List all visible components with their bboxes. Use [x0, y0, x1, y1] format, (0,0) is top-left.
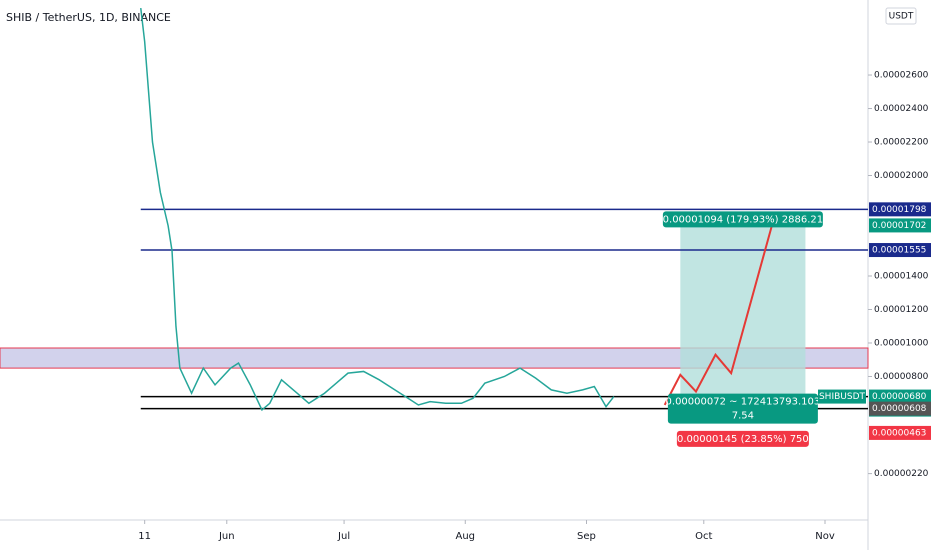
y-tick-label: 0.00002000	[874, 171, 929, 181]
entry-label: 0.00000072 ~ 172413793.103	[666, 397, 821, 408]
x-tick-label: Sep	[577, 531, 596, 542]
chart-title: SHIB / TetherUS, 1D, BINANCE	[6, 11, 171, 24]
y-tick-label: 0.00002200	[874, 138, 929, 148]
price-tag-label: 0.00001798	[872, 205, 927, 215]
price-tag	[869, 401, 931, 416]
price-tag	[869, 243, 931, 258]
price-line	[140, 7, 615, 412]
symbol-tag-label: SHIBUSDT	[819, 392, 866, 402]
price-tag-label: 0.00000463	[872, 428, 926, 438]
entry-label-box	[667, 393, 818, 424]
y-tick-label: 0.00001000	[874, 338, 929, 348]
entry-label: 7.54	[732, 411, 754, 422]
y-tick-label: 0.00001400	[874, 271, 929, 281]
symbol-tag	[818, 389, 866, 404]
x-tick-label: Jul	[337, 531, 350, 542]
currency-button[interactable]	[885, 7, 917, 25]
currency-button-label[interactable]: USDT	[889, 12, 914, 22]
profit-zone	[680, 213, 806, 397]
price-tag	[869, 218, 931, 233]
target-label: 0.00001094 (179.93%) 2886.21	[663, 214, 823, 225]
x-tick-label: Jun	[218, 531, 235, 542]
x-tick-label: 11	[138, 531, 151, 542]
price-tag-label: 0.00001702	[872, 221, 926, 231]
stop-label-box	[676, 430, 809, 447]
y-tick-label: 0.00000800	[874, 372, 929, 382]
y-tick-label: 0.00001200	[874, 305, 929, 315]
y-tick-label: 0.00002600	[874, 71, 929, 81]
zone	[0, 347, 869, 369]
price-tag	[869, 202, 931, 217]
x-tick-label: Nov	[815, 531, 835, 542]
stop-label: 0.00000145 (23.85%) 750	[677, 434, 809, 445]
price-tag-label: 0.00000680	[872, 392, 927, 402]
y-tick-label: 0.00002400	[874, 104, 929, 114]
target-label-box	[662, 211, 823, 228]
price-tag-label: 0.00001555	[872, 246, 926, 256]
projection-line	[663, 217, 776, 406]
y-tick-label: 0.00000220	[874, 469, 929, 479]
x-tick-label: Aug	[456, 531, 476, 542]
x-tick-label: Oct	[695, 531, 712, 542]
price-tag	[869, 425, 931, 440]
price-tag	[869, 389, 931, 404]
price-tag-label: 0.00000608	[872, 404, 927, 414]
